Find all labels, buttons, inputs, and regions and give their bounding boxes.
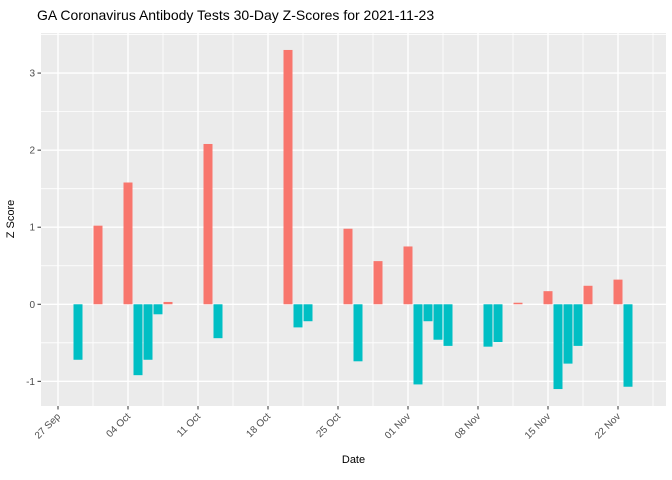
bar-2021-09-29: [73, 304, 83, 360]
bar-2021-10-07: [153, 304, 163, 315]
bar-2021-10-27: [353, 304, 363, 362]
x-tick-label: 11 Oct: [175, 411, 203, 439]
bar-2021-11-10: [493, 304, 503, 343]
bar-2021-11-03: [423, 304, 433, 322]
bar-2021-10-21: [293, 304, 303, 328]
y-tick-label: 2: [29, 146, 35, 157]
y-tick-label: -1: [26, 377, 35, 388]
y-tick-label: 3: [29, 69, 35, 80]
bar-2021-10-26: [343, 228, 353, 305]
bar-2021-10-06: [143, 304, 153, 360]
x-tick-label: 25 Oct: [315, 411, 344, 440]
bar-2021-10-08: [163, 301, 173, 305]
bar-2021-11-16: [553, 304, 563, 390]
y-axis-title: Z Score: [5, 199, 17, 239]
bar-2021-10-05: [133, 304, 143, 376]
bar-2021-10-01: [93, 225, 103, 305]
bar-2021-11-01: [403, 246, 413, 305]
bar-2021-11-12: [513, 302, 523, 305]
bar-2021-11-17: [563, 304, 573, 364]
bar-2021-11-18: [573, 304, 583, 346]
x-tick-label: 27 Sep: [33, 411, 63, 441]
bar-2021-11-19: [583, 285, 593, 305]
bar-2021-10-12: [203, 143, 213, 305]
x-tick-label: 15 Nov: [523, 411, 553, 441]
bar-2021-11-02: [413, 304, 423, 385]
bar-2021-10-22: [303, 304, 313, 322]
bar-2021-11-22: [613, 279, 623, 305]
bar-2021-11-15: [543, 291, 553, 305]
x-tick-label: 04 Oct: [105, 411, 134, 440]
bar-2021-11-04: [433, 304, 443, 340]
bar-2021-10-04: [123, 182, 133, 305]
bar-2021-11-05: [443, 304, 453, 346]
bar-2021-11-09: [483, 304, 493, 347]
y-tick-label: 0: [29, 300, 35, 311]
bar-2021-10-20: [283, 49, 293, 305]
bar-2021-10-13: [213, 304, 223, 339]
x-tick-label: 22 Nov: [593, 411, 623, 441]
bar-2021-11-23: [623, 304, 633, 387]
x-tick-label: 08 Nov: [453, 411, 483, 441]
x-axis-title: Date: [341, 454, 366, 466]
chart-title: GA Coronavirus Antibody Tests 30-Day Z-S…: [37, 7, 435, 23]
y-tick-label: 1: [29, 223, 35, 234]
x-tick-label: 18 Oct: [245, 411, 274, 440]
x-tick-label: 01 Nov: [383, 411, 413, 441]
bar-2021-10-29: [373, 261, 383, 305]
